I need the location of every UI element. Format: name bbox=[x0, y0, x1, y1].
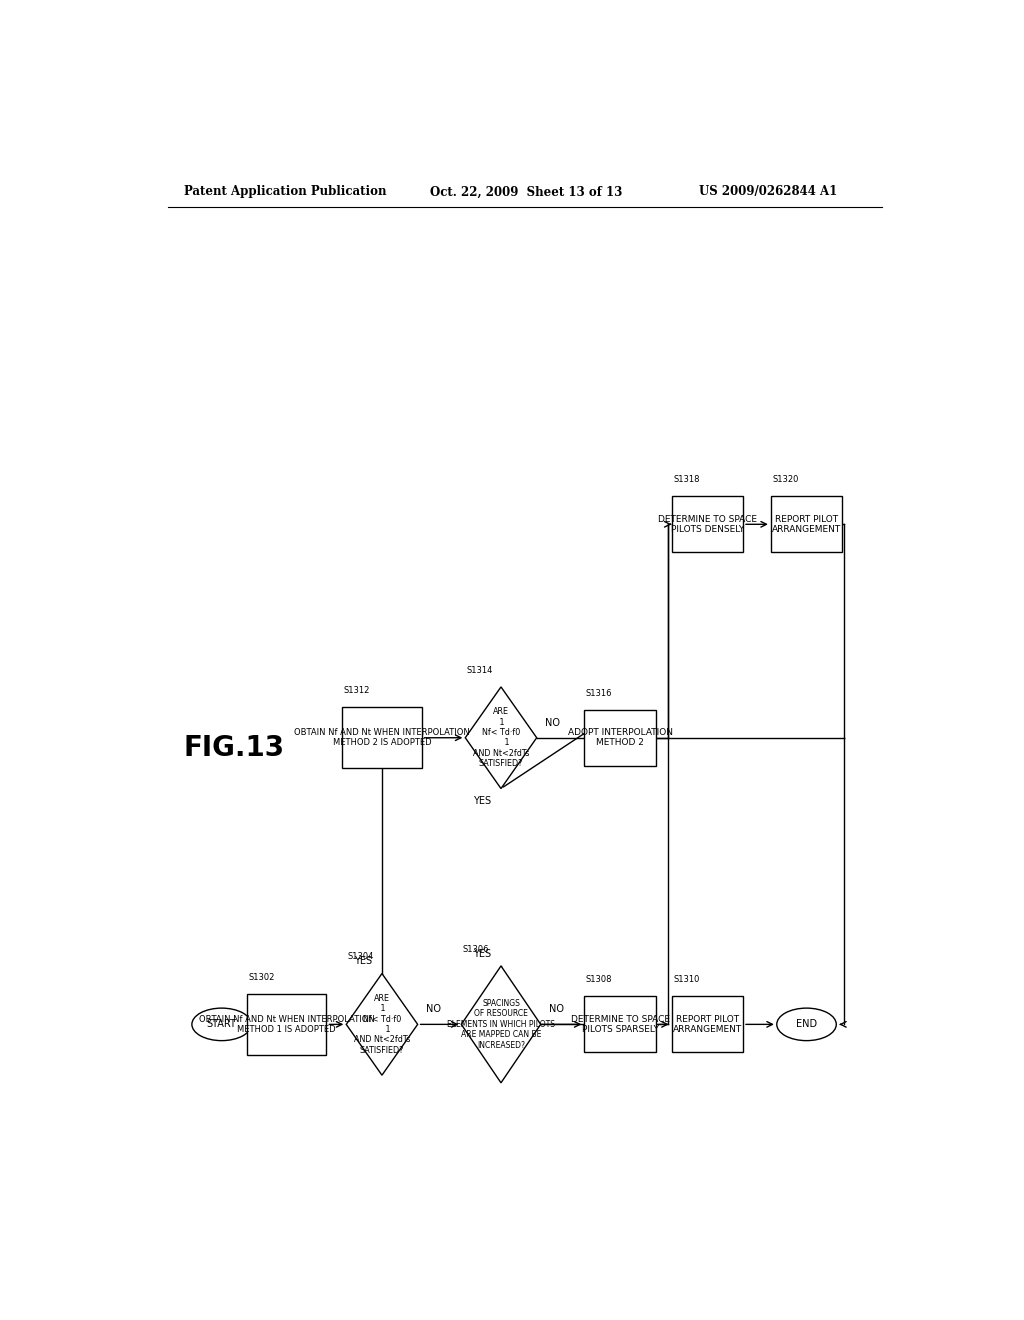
Text: SPACINGS
OF RESOURCE
ELEMENTS IN WHICH PILOTS
ARE MAPPED CAN BE
INCREASED?: SPACINGS OF RESOURCE ELEMENTS IN WHICH P… bbox=[447, 999, 555, 1049]
Text: S1318: S1318 bbox=[673, 475, 699, 484]
Text: S1302: S1302 bbox=[249, 973, 275, 982]
Text: START: START bbox=[207, 1019, 237, 1030]
Polygon shape bbox=[465, 686, 537, 788]
Text: US 2009/0262844 A1: US 2009/0262844 A1 bbox=[699, 185, 838, 198]
Text: S1320: S1320 bbox=[772, 475, 799, 484]
Text: FIG.13: FIG.13 bbox=[183, 734, 285, 762]
Polygon shape bbox=[461, 966, 541, 1082]
Bar bbox=[672, 496, 743, 552]
Text: S1310: S1310 bbox=[673, 975, 699, 985]
Bar bbox=[585, 710, 655, 766]
Bar bbox=[771, 496, 842, 552]
Ellipse shape bbox=[777, 1008, 837, 1040]
Text: S1316: S1316 bbox=[586, 689, 612, 697]
Text: S1312: S1312 bbox=[344, 686, 371, 696]
Text: NO: NO bbox=[426, 1005, 440, 1014]
Text: END: END bbox=[796, 1019, 817, 1030]
Text: ARE
 1
Nf< Td·f0
     1
AND Nt<2fdTs
SATISFIED?: ARE 1 Nf< Td·f0 1 AND Nt<2fdTs SATISFIED… bbox=[353, 994, 411, 1055]
Text: YES: YES bbox=[473, 949, 492, 958]
Text: REPORT PILOT
ARRANGEMENT: REPORT PILOT ARRANGEMENT bbox=[772, 515, 841, 535]
Text: S1314: S1314 bbox=[467, 665, 494, 675]
Ellipse shape bbox=[191, 1008, 252, 1040]
Text: NO: NO bbox=[545, 718, 560, 727]
Polygon shape bbox=[346, 974, 418, 1076]
Text: DETERMINE TO SPACE
PILOTS SPARSELY: DETERMINE TO SPACE PILOTS SPARSELY bbox=[570, 1015, 670, 1034]
Bar bbox=[342, 708, 422, 768]
Text: YES: YES bbox=[354, 957, 373, 966]
Text: Oct. 22, 2009  Sheet 13 of 13: Oct. 22, 2009 Sheet 13 of 13 bbox=[430, 185, 622, 198]
Text: Patent Application Publication: Patent Application Publication bbox=[183, 185, 386, 198]
Text: OBTAIN Nf AND Nt WHEN INTERPOLATION
METHOD 2 IS ADOPTED: OBTAIN Nf AND Nt WHEN INTERPOLATION METH… bbox=[294, 729, 470, 747]
Text: YES: YES bbox=[473, 796, 492, 805]
Text: S1308: S1308 bbox=[586, 975, 612, 985]
Bar bbox=[247, 994, 327, 1055]
Text: S1306: S1306 bbox=[463, 945, 489, 954]
Text: DETERMINE TO SPACE
PILOTS DENSELY: DETERMINE TO SPACE PILOTS DENSELY bbox=[657, 515, 757, 535]
Text: OBTAIN Nf AND Nt WHEN INTERPOLATION
METHOD 1 IS ADOPTED: OBTAIN Nf AND Nt WHEN INTERPOLATION METH… bbox=[199, 1015, 375, 1034]
Text: NO: NO bbox=[549, 1005, 563, 1014]
Text: ADOPT INTERPOLATION
METHOD 2: ADOPT INTERPOLATION METHOD 2 bbox=[567, 729, 673, 747]
Bar bbox=[585, 997, 655, 1052]
Text: ARE
 1
Nf< Td·f0
     1
AND Nt<2fdTs
SATISFIED?: ARE 1 Nf< Td·f0 1 AND Nt<2fdTs SATISFIED… bbox=[473, 708, 529, 768]
Bar bbox=[672, 997, 743, 1052]
Text: S1304: S1304 bbox=[348, 952, 374, 961]
Text: REPORT PILOT
ARRANGEMENT: REPORT PILOT ARRANGEMENT bbox=[673, 1015, 742, 1034]
